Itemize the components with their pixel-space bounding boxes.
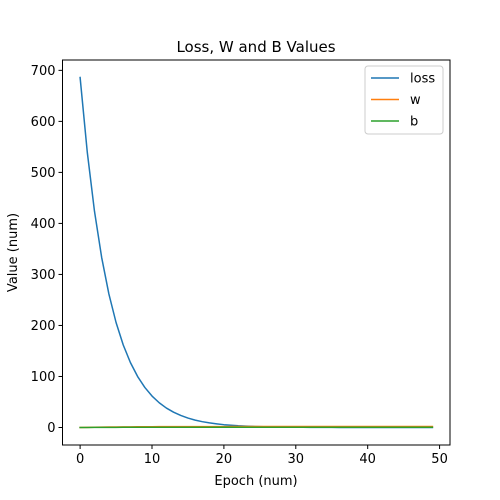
- legend-box: [364, 65, 444, 135]
- legend-label-b: b: [410, 115, 418, 130]
- y-tick-label: 500: [31, 166, 56, 181]
- y-tick-label: 200: [31, 319, 56, 334]
- legend: loss wb: [364, 65, 444, 135]
- x-tick-label: 30: [288, 452, 305, 467]
- x-tick-label: 50: [431, 452, 448, 467]
- x-tick-label: 10: [144, 452, 161, 467]
- y-tick-label: 100: [31, 370, 56, 385]
- x-tick-label: 0: [76, 452, 84, 467]
- x-axis-label: Epoch (num): [214, 474, 297, 489]
- plot-area: [62, 59, 451, 446]
- y-tick-label: 0: [47, 421, 55, 436]
- y-axis-label: Value (num): [6, 213, 21, 292]
- y-tick-label: 400: [31, 217, 56, 232]
- y-tick-label: 700: [31, 64, 56, 79]
- plot-frame: [62, 59, 451, 446]
- x-tick-label: 20: [216, 452, 233, 467]
- y-tick-label: 600: [31, 115, 56, 130]
- chart-title: Loss, W and B Values: [176, 38, 335, 56]
- legend-label-loss: loss: [410, 72, 435, 87]
- x-tick-label: 40: [359, 452, 376, 467]
- legend-label-w: w: [410, 93, 421, 108]
- y-tick-label: 300: [31, 268, 56, 283]
- series-lines: [79, 76, 434, 429]
